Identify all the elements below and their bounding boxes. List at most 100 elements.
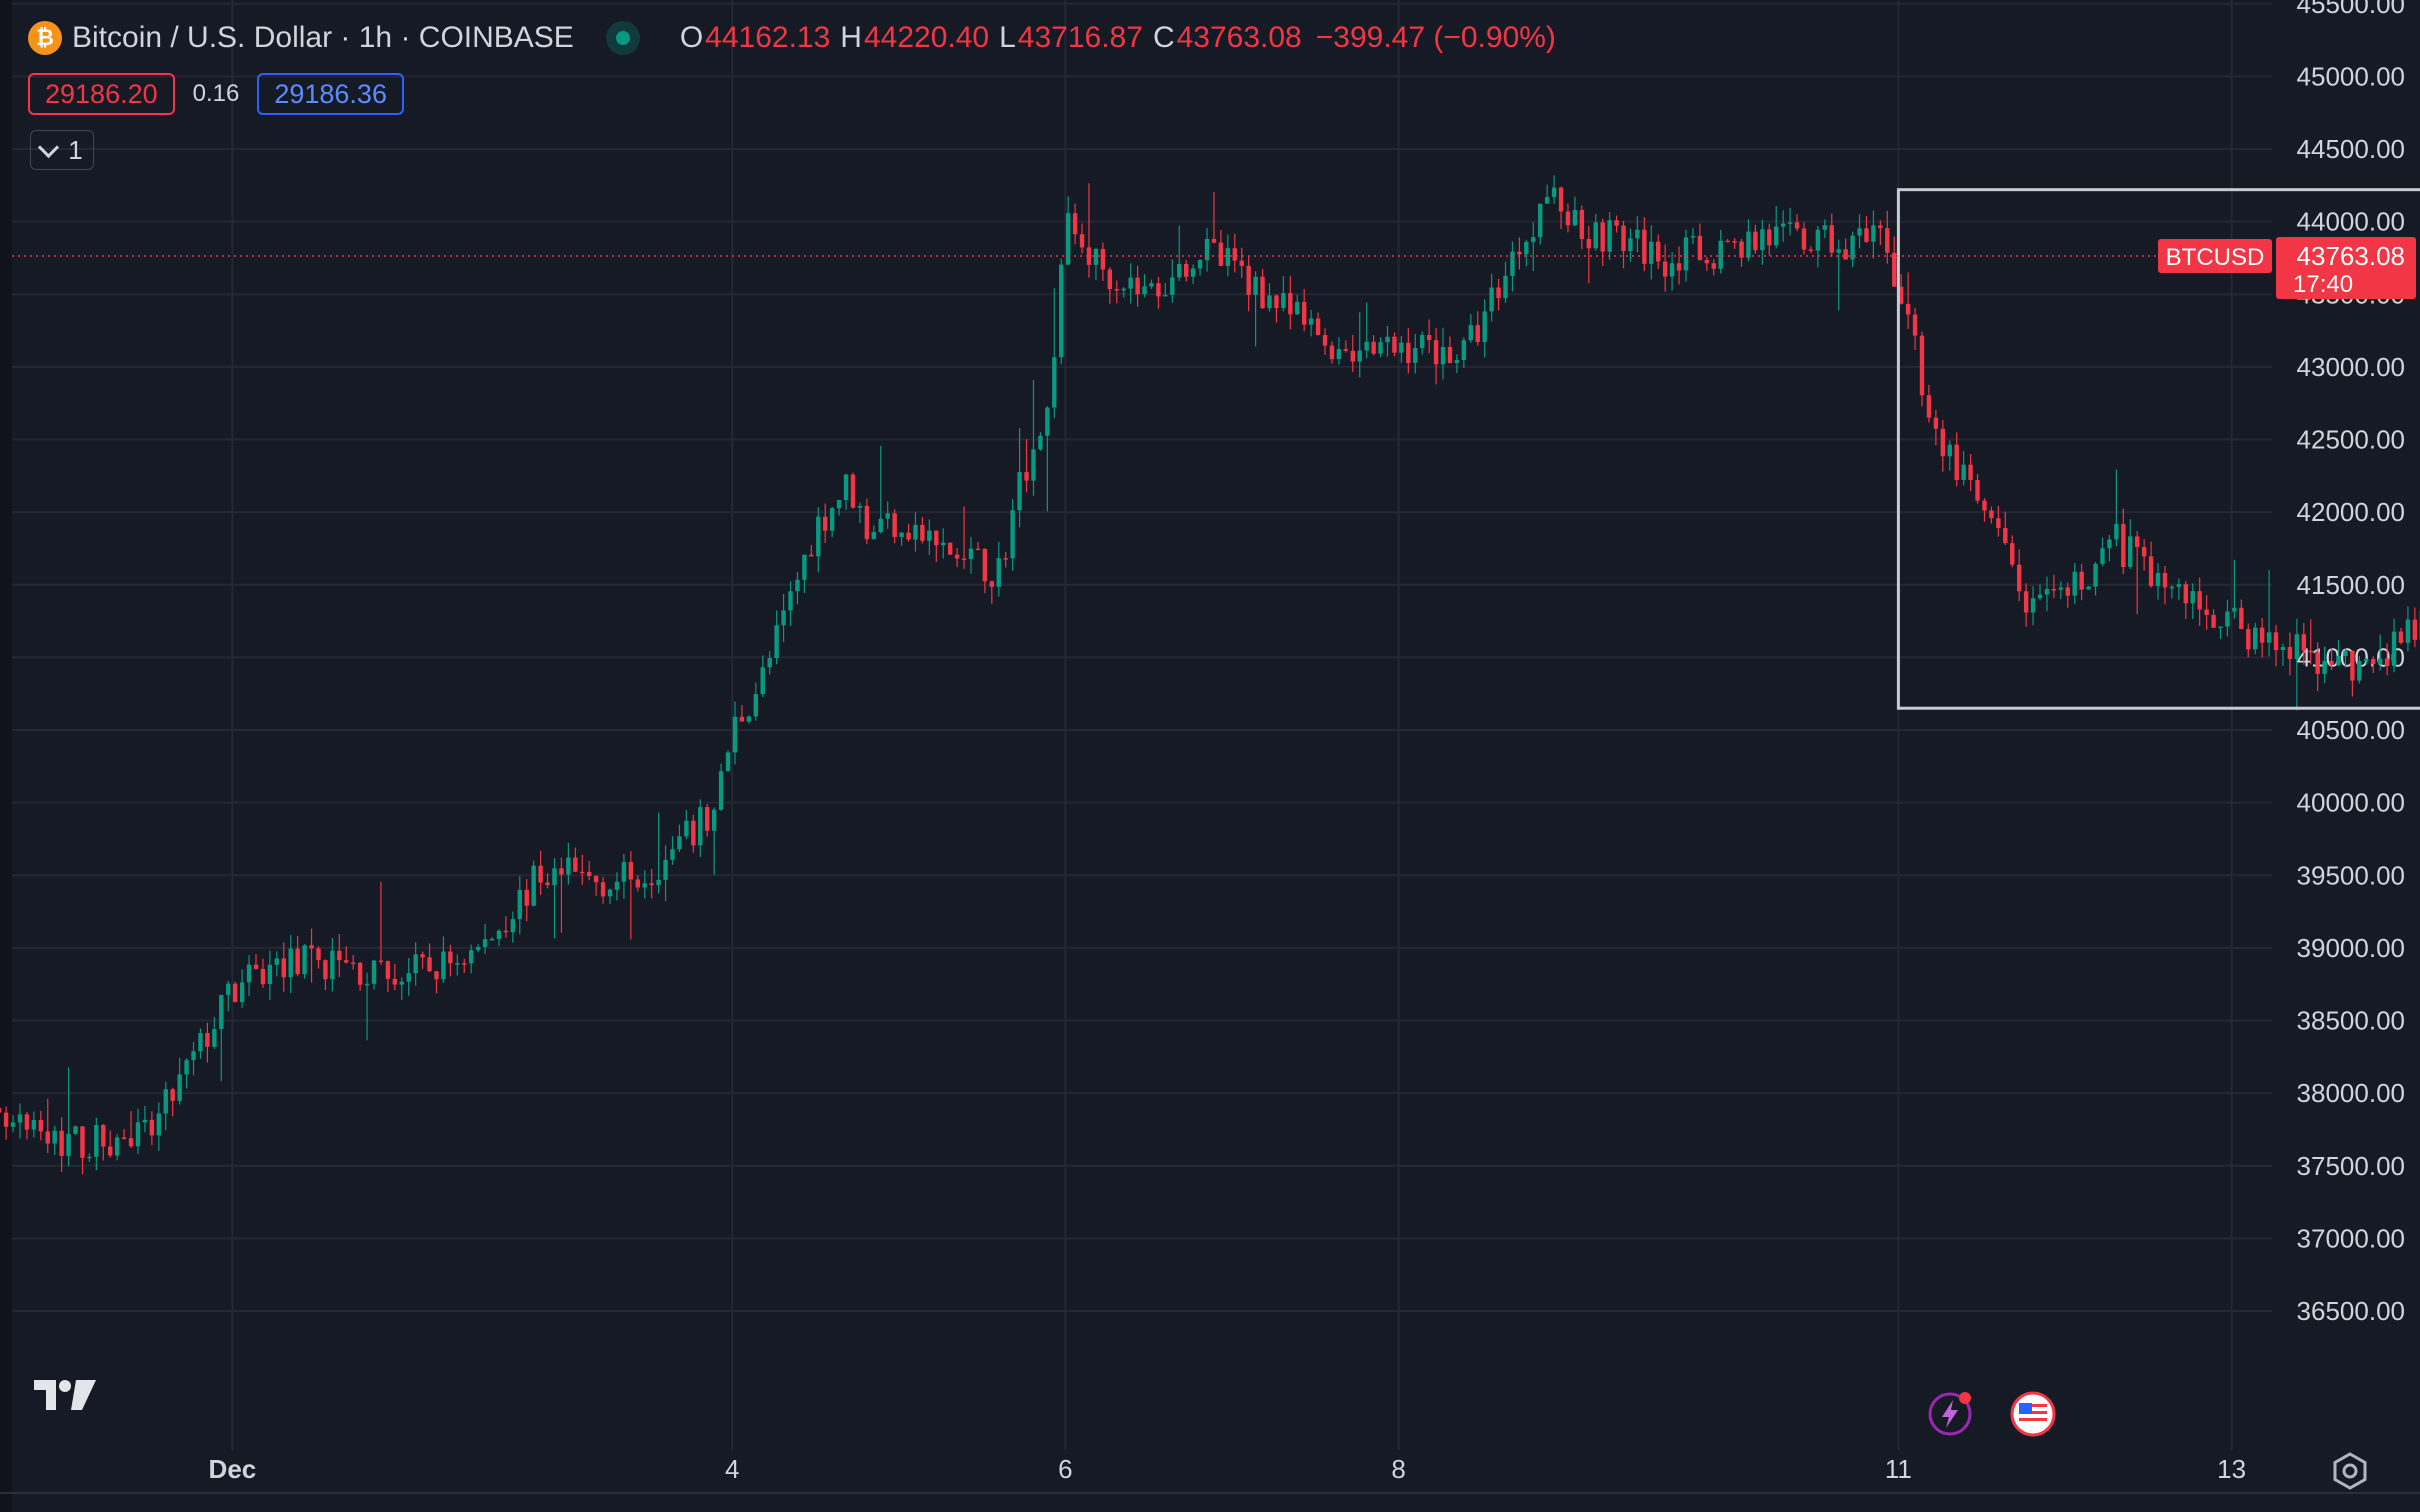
candle-body — [2086, 586, 2091, 590]
candle-body — [961, 558, 967, 560]
candle-body — [1961, 464, 1966, 480]
candle-body — [864, 505, 870, 540]
candle-body — [1204, 238, 1210, 260]
candle-body — [1281, 293, 1286, 308]
candle-body — [920, 524, 925, 541]
candle-body — [1420, 334, 1425, 349]
buy-button[interactable]: 29186.36 — [257, 73, 404, 115]
range-rectangle[interactable] — [1896, 188, 2420, 710]
candle-body — [1614, 220, 1619, 226]
open-key: O — [679, 21, 704, 54]
candle-body — [1996, 518, 2001, 529]
candle-body — [1322, 335, 1328, 346]
candle-body — [1308, 318, 1314, 325]
candle-body — [2176, 584, 2182, 587]
price-tick-label: 45000.00 — [2297, 61, 2405, 91]
sell-button[interactable]: 29186.20 — [28, 73, 175, 115]
candle-body — [1829, 225, 1834, 253]
candle-body — [337, 950, 342, 961]
time-tick-label: 11 — [1885, 1454, 1912, 1484]
candle-body — [1933, 417, 1939, 429]
candle-body — [503, 930, 509, 933]
settings-icon[interactable] — [2330, 1451, 2370, 1491]
symbol-title[interactable]: Bitcoin / U.S. Dollar · 1h · COINBASE — [72, 21, 574, 54]
candle-body — [774, 625, 779, 659]
candle-body — [2273, 632, 2279, 651]
candle-body — [691, 820, 696, 846]
candle-body — [378, 960, 384, 963]
candle-body — [2065, 587, 2070, 596]
candle-body — [1912, 314, 1918, 336]
candle-body — [614, 881, 620, 890]
candle-body — [2169, 586, 2175, 589]
candle-body — [1024, 472, 1029, 481]
lightning-icon[interactable] — [1926, 1390, 1974, 1438]
candle-body — [1038, 435, 1043, 450]
candle-body — [1760, 229, 1765, 251]
candle-body — [1607, 220, 1612, 252]
candle-body — [1336, 349, 1342, 360]
candle-body — [1253, 276, 1258, 295]
candle-body — [1857, 228, 1862, 236]
candle-body — [87, 1156, 92, 1159]
candle-body — [177, 1074, 182, 1101]
candle-body — [2343, 650, 2348, 656]
candle-body — [545, 882, 550, 886]
indicators-count: 1 — [68, 134, 83, 165]
candle-body — [80, 1126, 85, 1158]
candle-body — [1045, 407, 1050, 436]
candle-body — [468, 950, 474, 964]
candle-body — [857, 505, 863, 508]
price-tick-label: 42000.00 — [2297, 497, 2405, 527]
candle-body — [1183, 264, 1189, 277]
candle-body — [2072, 571, 2077, 596]
candle-body — [1683, 237, 1689, 271]
bitcoin-icon[interactable]: ₿ — [28, 21, 62, 55]
tradingview-logo-icon[interactable] — [34, 1378, 98, 1412]
us-flag-icon[interactable] — [2009, 1390, 2057, 1438]
candle-body — [45, 1131, 50, 1144]
candle-body — [1753, 231, 1758, 251]
candle-body — [1433, 340, 1439, 365]
candle-body — [2357, 661, 2362, 681]
candle-body — [232, 983, 238, 1003]
candle-body — [1510, 251, 1515, 276]
candle-body — [1718, 240, 1723, 269]
candle-body — [455, 963, 460, 965]
indicators-collapse-button[interactable]: 1 — [30, 130, 94, 170]
candle-body — [2211, 614, 2216, 628]
candle-body — [2114, 523, 2119, 540]
candle-body — [1350, 350, 1355, 362]
candle-body — [2280, 646, 2286, 651]
candle-body — [1697, 235, 1703, 260]
candle-body — [718, 771, 724, 810]
candle-body — [580, 871, 585, 874]
candle-body — [2079, 571, 2084, 590]
candle-body — [947, 542, 953, 555]
candle-body — [878, 518, 883, 533]
candle-body — [705, 807, 710, 831]
candle-body — [1142, 286, 1147, 295]
candle-body — [344, 960, 349, 963]
candle-body — [1031, 449, 1036, 481]
candle-body — [184, 1060, 189, 1075]
close-key: C — [1152, 21, 1175, 54]
candle-body — [274, 958, 280, 965]
candle-body — [212, 1029, 217, 1047]
candle-body — [323, 960, 328, 980]
countdown-label: 17:40 — [2293, 271, 2353, 298]
candle-body — [2204, 609, 2209, 615]
candle-body — [1905, 303, 1911, 315]
candle-body — [1475, 325, 1480, 343]
candle-body — [114, 1137, 120, 1156]
candle-body — [2003, 528, 2008, 544]
market-status-icon[interactable] — [605, 21, 640, 55]
candle-body — [566, 857, 571, 875]
price-tick-label: 37000.00 — [2297, 1223, 2405, 1253]
candle-body — [1780, 223, 1786, 227]
candle-body — [1052, 357, 1057, 408]
candle-body — [66, 1133, 71, 1156]
candle-body — [1656, 241, 1661, 262]
